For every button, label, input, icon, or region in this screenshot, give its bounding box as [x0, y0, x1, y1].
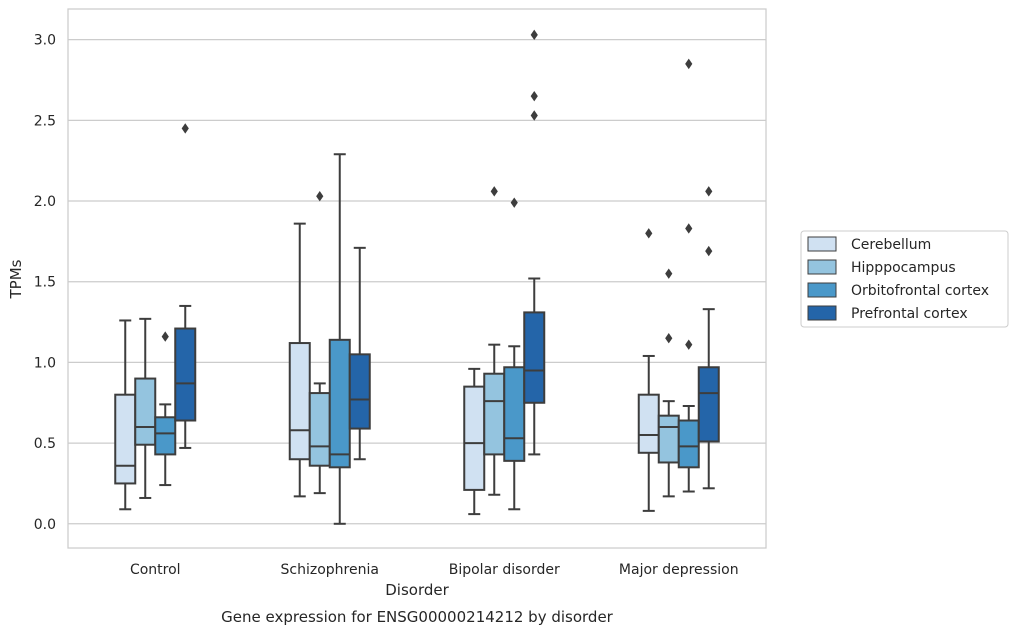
y-tick-label-3: 1.5: [34, 275, 56, 291]
box-0-3: [637, 228, 660, 512]
outlier-0: [510, 197, 518, 208]
y-tick-label-1: 0.5: [34, 436, 56, 452]
iqr-box: [637, 393, 660, 454]
box-2-3: [677, 58, 700, 493]
outlier-0: [705, 245, 713, 257]
iqr-box: [523, 311, 546, 404]
box-3-3: [697, 186, 720, 490]
outlier-2: [530, 29, 538, 41]
outlier-0: [645, 228, 653, 239]
outlier-2: [685, 58, 693, 70]
box-2-1: [328, 153, 351, 525]
outlier-1: [530, 90, 538, 102]
iqr-box: [657, 414, 680, 464]
box-0-1: [288, 222, 311, 498]
iqr-box: [483, 372, 506, 456]
iqr-box: [328, 338, 351, 469]
box-2-2: [503, 197, 526, 511]
x-axis-title: Disorder: [385, 581, 449, 599]
iqr-box: [308, 392, 331, 467]
x-tick-labels: Control Schizophrenia Bipolar disorder Majo…: [130, 562, 739, 578]
outlier-0: [530, 110, 538, 121]
box-3-1: [348, 246, 371, 461]
outlier-1: [665, 268, 673, 279]
iqr-box: [348, 353, 371, 430]
y-tick-label-0: 0.0: [34, 517, 56, 533]
outlier-1: [685, 223, 693, 234]
legend-label-1: Hipppocampus: [851, 260, 956, 276]
box-3-2: [523, 29, 546, 456]
legend-swatch-0: [807, 236, 837, 252]
y-tick-label-6: 3.0: [34, 33, 56, 49]
legend-frame: [800, 230, 1009, 328]
y-axis-title: TPMs: [7, 259, 25, 299]
iqr-box: [677, 419, 700, 469]
box-1-2: [483, 186, 506, 496]
box-2-0: [154, 331, 177, 487]
outlier-0: [685, 339, 693, 350]
outlier-0: [490, 186, 498, 197]
legend: Cerebellum Hipppocampus Orbitofrontal cort…: [800, 230, 1009, 328]
outlier-0: [181, 123, 189, 134]
iqr-box: [503, 366, 526, 462]
box-3-0: [174, 123, 197, 449]
box-1-3: [657, 268, 680, 498]
x-tick-label-3: Major depression: [619, 562, 739, 578]
legend-label-2: Orbitofrontal cortex: [851, 283, 989, 299]
y-tick-label-2: 1.0: [34, 355, 56, 371]
outlier-0: [665, 333, 673, 344]
plot-area-frame: [67, 8, 767, 549]
iqr-box: [288, 342, 311, 461]
iqr-box: [154, 416, 177, 456]
iqr-box: [174, 327, 197, 422]
iqr-box: [463, 385, 486, 491]
chart-caption: Gene expression for ENSG00000214212 by d…: [221, 608, 614, 626]
box-1-1: [308, 190, 331, 495]
outlier-1: [705, 186, 713, 197]
x-tick-label-2: Bipolar disorder: [449, 562, 560, 578]
box-0-0: [114, 319, 137, 511]
outlier-0: [316, 190, 324, 202]
iqr-box: [134, 377, 157, 446]
y-tick-labels: 0.0 0.5 1.0 1.5 2.0 2.5 3.0: [34, 33, 56, 533]
box-1-0: [134, 317, 157, 499]
legend-label-0: Cerebellum: [851, 237, 931, 253]
box-plot-boxes: [114, 29, 720, 525]
legend-swatch-2: [807, 282, 837, 298]
y-tick-label-5: 2.5: [34, 113, 56, 129]
legend-label-3: Prefrontal cortex: [851, 306, 968, 322]
x-tick-label-1: Schizophrenia: [281, 562, 379, 578]
x-tick-label-0: Control: [130, 562, 181, 578]
box-0-2: [463, 367, 486, 516]
y-tick-label-4: 2.0: [34, 194, 56, 210]
legend-swatch-3: [807, 305, 837, 321]
iqr-box: [697, 366, 720, 443]
iqr-box: [114, 393, 137, 485]
outlier-0: [161, 331, 169, 342]
legend-swatch-1: [807, 259, 837, 275]
